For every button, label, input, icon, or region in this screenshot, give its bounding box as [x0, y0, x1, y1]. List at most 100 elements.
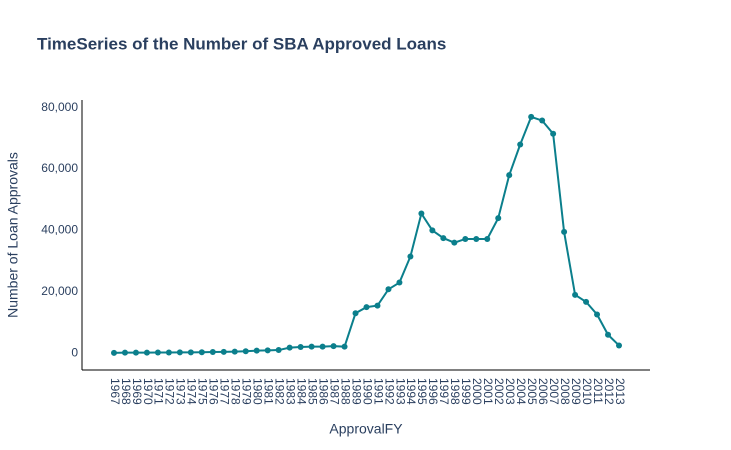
x-tick-label: 1976 [207, 378, 221, 405]
marker [319, 343, 326, 350]
x-tick-label: 1986 [316, 378, 330, 405]
marker [242, 348, 249, 355]
x-tick-label: 2003 [503, 378, 517, 405]
x-tick-label: 2012 [602, 378, 616, 405]
x-tick-label: 1995 [415, 378, 429, 405]
x-tick-label: 2006 [536, 378, 550, 405]
y-tick-label: 80,000 [41, 100, 78, 114]
y-tick-label: 40,000 [41, 223, 78, 237]
marker [121, 349, 128, 356]
x-tick-label: 1980 [251, 378, 265, 405]
marker [231, 348, 238, 355]
y-tick-label: 60,000 [41, 161, 78, 175]
x-tick-label: 1991 [371, 378, 385, 405]
x-tick-label: 1983 [283, 378, 297, 405]
x-tick-label: 2007 [547, 378, 561, 405]
marker [220, 348, 227, 355]
marker [484, 235, 491, 242]
x-tick-label: 1997 [437, 378, 451, 405]
y-tick-label: 20,000 [41, 284, 78, 298]
x-tick-label: 1967 [108, 378, 122, 405]
marker [187, 349, 194, 356]
x-tick-label: 1987 [327, 378, 341, 405]
marker [583, 298, 590, 305]
marker [407, 253, 414, 260]
marker [374, 302, 381, 309]
marker [330, 343, 337, 350]
x-tick-label: 1984 [294, 378, 308, 405]
marker [297, 343, 304, 350]
x-tick-label: 1974 [185, 378, 199, 405]
x-tick-label: 1982 [273, 378, 287, 405]
marker [561, 228, 568, 235]
x-tick-label: 1996 [426, 378, 440, 405]
y-tick-label: 0 [71, 345, 78, 359]
x-tick-label: 1975 [196, 378, 210, 405]
marker [473, 235, 480, 242]
marker [550, 130, 557, 137]
y-axis-title: Number of Loan Approvals [5, 152, 21, 318]
marker [286, 344, 293, 351]
marker [517, 141, 524, 148]
x-tick-label: 2000 [470, 378, 484, 405]
marker [308, 343, 315, 350]
x-tick-label: 1998 [448, 378, 462, 405]
x-tick-label: 1992 [382, 378, 396, 405]
marker [429, 227, 436, 234]
marker [594, 311, 601, 318]
marker [605, 331, 612, 338]
x-tick-label: 1994 [404, 378, 418, 405]
marker [143, 349, 150, 356]
chart-title: TimeSeries of the Number of SBA Approved… [37, 34, 446, 53]
x-tick-label: 2005 [525, 378, 539, 405]
marker [111, 349, 117, 356]
x-tick-label: 1972 [163, 378, 177, 405]
marker [198, 349, 205, 356]
x-tick-label: 1989 [349, 378, 363, 405]
x-tick-label: 1970 [141, 378, 155, 405]
marker [539, 117, 546, 124]
x-tick-label: 1981 [262, 378, 276, 405]
marker [572, 291, 579, 298]
x-tick-label: 1999 [459, 378, 473, 405]
x-tick-label: 1993 [393, 378, 407, 405]
marker [440, 235, 447, 242]
x-tick-label: 2002 [492, 378, 506, 405]
x-tick-label: 2011 [591, 378, 605, 404]
x-tick-label: 1978 [229, 378, 243, 405]
line [113, 115, 620, 354]
marker [495, 215, 502, 222]
x-tick-label: 1971 [152, 378, 166, 405]
marker [253, 347, 260, 354]
marker [451, 239, 458, 246]
marker [132, 349, 139, 356]
x-tick-label: 1968 [119, 378, 133, 405]
x-tick-label: 1985 [305, 378, 319, 405]
marker [176, 349, 183, 356]
marker [462, 235, 469, 242]
x-tick-label: 2013 [613, 378, 627, 405]
marker [396, 279, 403, 286]
x-tick-label: 2001 [481, 378, 495, 405]
x-tick-label: 1977 [218, 378, 232, 405]
x-tick-label: 2010 [580, 378, 594, 405]
marker [528, 113, 535, 120]
marker [616, 342, 622, 349]
x-tick-label: 2009 [569, 378, 583, 405]
marker [341, 343, 348, 350]
marker [418, 210, 425, 217]
x-tick-label: 1988 [338, 378, 352, 405]
marker [275, 347, 282, 354]
marker [154, 349, 161, 356]
marker [264, 347, 271, 354]
x-tick-label: 1969 [130, 378, 144, 405]
x-tick-label: 1990 [360, 378, 374, 405]
marker [506, 172, 513, 179]
marker [352, 310, 359, 317]
marker [209, 349, 216, 356]
x-tick-label: 1973 [174, 378, 188, 405]
marker [363, 304, 370, 311]
marker [385, 286, 392, 293]
x-tick-label: 2008 [558, 378, 572, 405]
